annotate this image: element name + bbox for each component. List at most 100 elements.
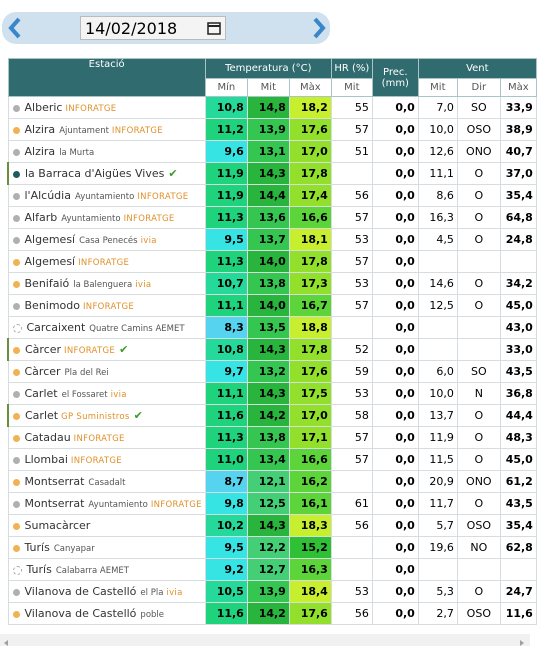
value-cell: 61,2 (499, 470, 537, 493)
value-cell: 11,2 (204, 118, 248, 141)
value-cell: 58 (330, 404, 373, 427)
value-cell: 11,9 (204, 162, 248, 185)
value-cell: 14,4 (246, 184, 290, 207)
next-day[interactable] (310, 16, 328, 40)
sub-header: Màx (288, 78, 332, 97)
station-name: Benimodo (24, 299, 81, 312)
value-cell: 9,7 (204, 360, 248, 383)
station-brand: INFORATGE (65, 104, 117, 114)
value-cell: 34,2 (499, 272, 537, 295)
value-cell: 8,7 (204, 470, 248, 493)
station-name: Carlet (25, 409, 59, 422)
station-row: Algemesí INFORATGE 11,3 14,0 17,8 57 0,0 (7, 250, 537, 273)
value-cell: SO (456, 96, 501, 119)
value-cell (499, 250, 537, 273)
station-cell: Llombai INFORATGE (7, 448, 206, 471)
value-cell: 16,3 (288, 558, 332, 581)
value-cell: 17,4 (288, 184, 332, 207)
value-cell: 0,0 (371, 294, 419, 317)
value-cell: 10,7 (204, 272, 248, 295)
value-cell: 53 (330, 228, 373, 251)
station-row: Carlet el Fossaret ivia 11,1 14,3 17,5 53 0,0 10… (7, 382, 537, 405)
value-cell: 14,3 (246, 338, 290, 361)
station-cell: Benimodo INFORATGE (7, 294, 206, 317)
station-row: Montserrat Ayuntamiento INFORATGE 9,8 12,5 16… (7, 492, 537, 515)
value-cell: 10,8 (204, 96, 248, 119)
date-text: 14/02/2018 (85, 19, 178, 38)
value-cell: 36,8 (499, 382, 537, 405)
date-bar: 14/02/2018 (2, 12, 330, 44)
value-cell: 0,0 (371, 140, 419, 163)
sub-header: Dir (456, 78, 501, 97)
station-name: Turís (24, 541, 50, 554)
value-cell (456, 338, 501, 361)
station-cell: Carcaixent Quatre Camins AEMET (7, 316, 206, 339)
value-cell: 9,6 (204, 140, 248, 163)
value-cell: 53 (330, 272, 373, 295)
value-cell: 14,6 (417, 272, 458, 295)
station-row: Turís Canyapar 9,5 12,2 15,2 0,0 19,6 NO 62,8 (7, 536, 537, 559)
value-cell: 57 (330, 206, 373, 229)
station-row: Alzira Ajuntament INFORATGE 11,2 13,9 17,6 57 0… (7, 118, 537, 141)
calendar-icon[interactable] (207, 21, 221, 35)
status-dot (12, 236, 20, 244)
station-brand: ivia (140, 236, 157, 246)
value-cell: 43,5 (499, 360, 537, 383)
value-cell: 56 (330, 514, 373, 537)
value-cell: O (456, 492, 501, 515)
status-dot (12, 610, 20, 618)
value-cell: OSO (456, 118, 501, 141)
value-cell: 15,2 (288, 536, 332, 559)
value-cell: 10,2 (204, 514, 248, 537)
value-cell: 14,2 (246, 404, 290, 427)
station-row: Vilanova de Castelló poble 11,6 14,2 17,6 56 0… (7, 602, 537, 625)
status-dot (12, 390, 20, 398)
value-cell (330, 162, 373, 185)
station-brand: INFORATGE (64, 346, 116, 356)
value-cell: 0,0 (371, 96, 419, 119)
value-cell: 0,0 (371, 382, 419, 405)
value-cell (330, 536, 373, 559)
prev-day[interactable] (6, 16, 24, 40)
station-row: Llombai INFORATGE 11,0 13,4 16,6 57 0,0 11,5 O 45… (7, 448, 537, 471)
h-scrollbar[interactable] (0, 634, 530, 646)
station-row: Alfarb Ayuntamiento INFORATGE 11,3 13,6 16,6 5… (7, 206, 537, 229)
value-cell: 55 (330, 96, 373, 119)
value-cell: 13,8 (246, 272, 290, 295)
value-cell: 0,0 (371, 514, 419, 537)
value-cell: 0,0 (371, 228, 419, 251)
station-sub: Quatre Camins AEMET (89, 324, 185, 334)
value-cell (456, 250, 501, 273)
station-row: Benimodo INFORATGE 11,1 14,0 16,7 57 0,0 12,5 O 4… (7, 294, 537, 317)
value-cell: 17,8 (288, 250, 332, 273)
value-cell: 11,6 (204, 404, 248, 427)
temp-header: Temperatura (°C) (204, 58, 332, 79)
station-row: l'Alcúdia Ayuntamiento INFORATGE 11,9 14,4 17… (7, 184, 537, 207)
value-cell: 18,1 (288, 228, 332, 251)
value-cell: 57 (330, 118, 373, 141)
value-cell: 11,7 (417, 492, 458, 515)
value-cell: 11,1 (204, 294, 248, 317)
status-dot (12, 148, 20, 156)
value-cell: 0,0 (371, 558, 419, 581)
station-brand: INFORATGE (111, 126, 163, 136)
value-cell: 0,0 (371, 536, 419, 559)
value-cell: 16,1 (288, 492, 332, 515)
value-cell: 17,0 (288, 140, 332, 163)
value-cell: 35,4 (499, 514, 537, 537)
stations-table: Estació Temperatura (°C) HR (%) Prec. (m… (6, 58, 537, 625)
value-cell (417, 250, 458, 273)
station-cell: Alfarb Ayuntamiento INFORATGE (7, 206, 206, 229)
value-cell: O (456, 580, 501, 603)
value-cell: 18,4 (288, 580, 332, 603)
value-cell: 0,0 (371, 272, 419, 295)
value-cell: 24,8 (499, 228, 537, 251)
station-sub: Ajuntament (59, 126, 109, 136)
date-input[interactable]: 14/02/2018 (80, 16, 226, 40)
station-name: Carlet (24, 387, 58, 400)
hr-header: HR (%) (330, 58, 373, 79)
value-cell: 0,0 (371, 404, 419, 427)
wind-header: Vent (417, 58, 537, 79)
value-cell: 13,1 (246, 140, 290, 163)
status-dot (12, 214, 20, 222)
